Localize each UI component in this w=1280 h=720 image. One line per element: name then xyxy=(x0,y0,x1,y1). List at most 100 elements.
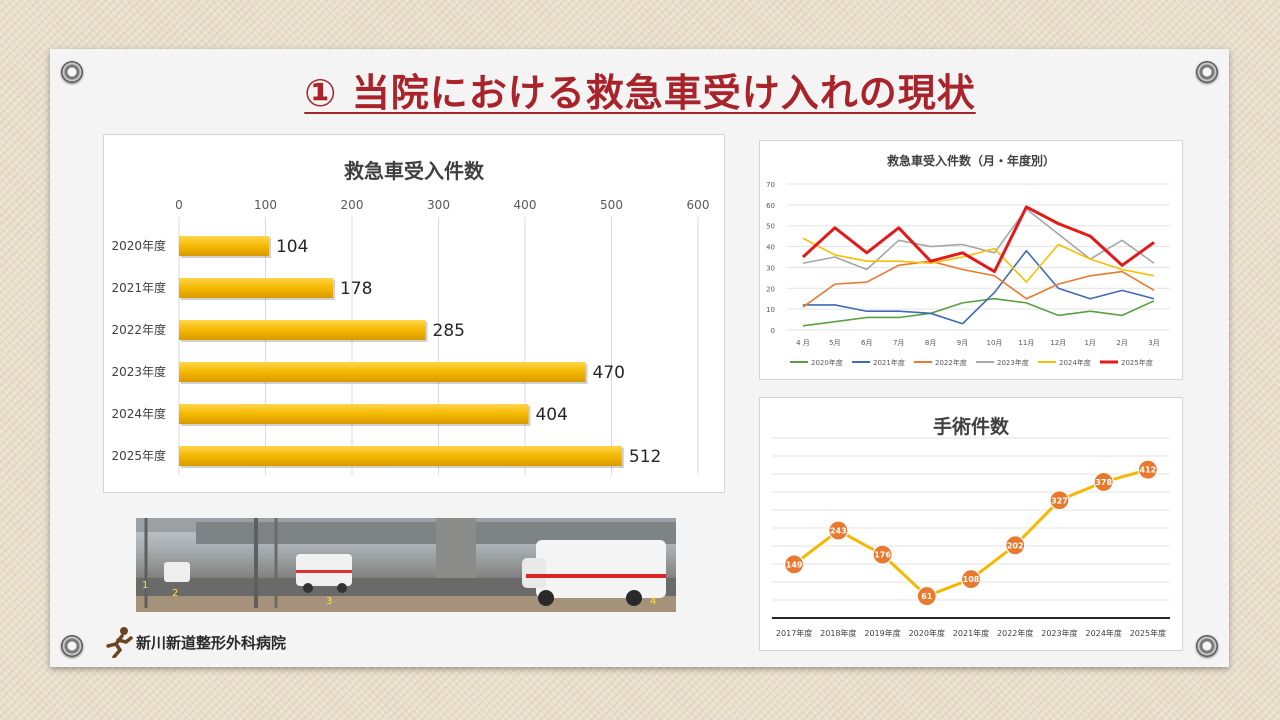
ambulance-photo-illustration xyxy=(136,518,676,612)
x-tick-label: 5月 xyxy=(829,339,840,347)
legend-label: 2021年度 xyxy=(873,358,905,367)
line-chart-svg: 2017年度 2018年度 2019年度 2020年度 2021年度 2022年度 2023… xyxy=(772,437,1170,638)
data-label: 327 xyxy=(1051,496,1068,505)
x-tick-label: 12月 xyxy=(1050,339,1066,347)
legend-label: 2022年度 xyxy=(935,358,967,367)
x-tick-label: 200 xyxy=(341,198,364,212)
photo-label: 4 xyxy=(650,596,657,607)
bar xyxy=(179,236,269,256)
data-point xyxy=(960,569,982,590)
x-tick-label: 2022年度 xyxy=(997,628,1033,638)
x-tick-label: 2025年度 xyxy=(1130,628,1166,638)
category-label: 2024年度 xyxy=(111,406,166,421)
data-label: 61 xyxy=(921,592,933,601)
annual-ambulance-chart: 救急車受入件数 0 100 200 300 400 500 600 2020年度 104 2021… xyxy=(103,134,725,493)
x-tick-label: 2020年度 xyxy=(909,628,945,638)
data-label: 202 xyxy=(1007,541,1024,550)
y-tick-label: 70 xyxy=(766,181,775,189)
data-label: 412 xyxy=(1140,466,1157,475)
category-label: 2020年度 xyxy=(111,238,166,253)
category-label: 2023年度 xyxy=(111,364,166,379)
chart-title: 手術件数 xyxy=(932,416,1009,438)
category-label: 2025年度 xyxy=(111,448,166,463)
photo-label: 3 xyxy=(326,596,333,607)
hospital-logo: 新川新道整形外科病院 xyxy=(104,624,286,660)
x-tick-label: 2023年度 xyxy=(1041,628,1077,638)
screw-icon xyxy=(1196,61,1218,83)
photo-label: 1 xyxy=(142,580,149,591)
data-point xyxy=(872,544,893,565)
x-tick-label: 10月 xyxy=(986,339,1002,347)
runner-logo-icon xyxy=(106,627,133,658)
x-tick-label: 3月 xyxy=(1148,339,1159,347)
line-chart-svg: 0 10 20 30 40 50 60 70 4 月 5月 6月 7月 8月 9月 10月 11月 12月 1月 2… xyxy=(766,181,1170,367)
data-point xyxy=(784,554,805,575)
x-tick-label: 8月 xyxy=(925,339,936,347)
page-title: ① 当院における救急車受け入れの現状 xyxy=(304,71,976,115)
x-tick-label: 0 xyxy=(175,198,183,212)
y-tick-label: 10 xyxy=(766,306,775,314)
screw-icon xyxy=(1196,635,1218,657)
chart-title: 救急車受入件数 xyxy=(344,159,484,183)
data-label: 470 xyxy=(593,363,625,383)
data-point xyxy=(1093,471,1114,493)
x-tick-label: 2019年度 xyxy=(864,628,900,638)
x-tick-label: 2021年度 xyxy=(953,628,989,638)
data-label: 108 xyxy=(963,575,980,584)
hospital-name: 新川新道整形外科病院 xyxy=(136,633,287,652)
legend-label: 2020年度 xyxy=(811,358,843,367)
x-tick-label: 400 xyxy=(514,198,537,212)
data-label: 404 xyxy=(535,405,567,425)
bar xyxy=(179,320,426,340)
category-label: 2022年度 xyxy=(111,322,166,337)
ambulance-photo: 1 2 3 4 xyxy=(136,518,676,612)
data-label: 176 xyxy=(874,551,891,560)
x-tick-label: 500 xyxy=(600,198,623,212)
surgery-count-chart: 手術件数 2017年度 2018年度 2019年度 2020年度 2021年度 2022年… xyxy=(759,397,1183,651)
series-line xyxy=(802,260,1155,308)
screw-icon xyxy=(61,635,83,657)
monthly-ambulance-chart: 救急車受入件数（月・年度別） 0 10 20 30 40 50 60 70 4 月 5月 6月 7月 8… xyxy=(759,140,1183,380)
y-tick-label: 20 xyxy=(766,285,775,293)
series-line xyxy=(801,205,1155,274)
y-tick-label: 40 xyxy=(766,244,775,252)
y-tick-label: 0 xyxy=(771,327,775,335)
y-tick-label: 50 xyxy=(766,223,775,231)
screw-icon xyxy=(61,61,83,83)
bar xyxy=(179,278,333,298)
x-tick-label: 7月 xyxy=(893,339,904,347)
x-tick-label: 2017年度 xyxy=(776,628,812,638)
x-tick-label: 11月 xyxy=(1018,339,1034,347)
x-tick-label: 1月 xyxy=(1084,339,1095,347)
data-label: 243 xyxy=(830,527,847,536)
x-tick-label: 2018年度 xyxy=(820,628,856,638)
x-tick-label: 2024年度 xyxy=(1085,628,1121,638)
legend-label: 2024年度 xyxy=(1059,358,1091,367)
x-tick-label: 9月 xyxy=(957,339,968,347)
data-label: 178 xyxy=(340,279,372,299)
photo-label: 2 xyxy=(172,588,179,599)
data-label: 104 xyxy=(276,237,308,257)
data-label: 285 xyxy=(433,321,465,341)
chart-title: 救急車受入件数（月・年度別） xyxy=(886,154,1055,168)
legend-label: 2023年度 xyxy=(997,358,1029,367)
data-label: 378 xyxy=(1095,478,1112,487)
x-tick-label: 2月 xyxy=(1116,339,1127,347)
series-line xyxy=(802,237,1155,283)
data-point xyxy=(1005,535,1026,556)
x-tick-label: 4 月 xyxy=(796,339,810,347)
y-tick-label: 30 xyxy=(766,264,775,272)
series-line xyxy=(802,297,1155,327)
ambulance-icon xyxy=(164,540,666,606)
data-label: 149 xyxy=(786,560,803,569)
data-label: 512 xyxy=(629,447,661,467)
x-tick-label: 600 xyxy=(687,198,710,212)
legend-label: 2025年度 xyxy=(1121,358,1153,367)
data-point xyxy=(1137,459,1158,480)
bar xyxy=(179,446,622,466)
x-tick-label: 300 xyxy=(427,198,450,212)
data-point xyxy=(1049,490,1070,511)
category-label: 2021年度 xyxy=(111,280,166,295)
bar xyxy=(179,404,529,424)
bar-chart-svg: 0 100 200 300 400 500 600 2020年度 104 2021年度 178 202… xyxy=(111,198,710,475)
